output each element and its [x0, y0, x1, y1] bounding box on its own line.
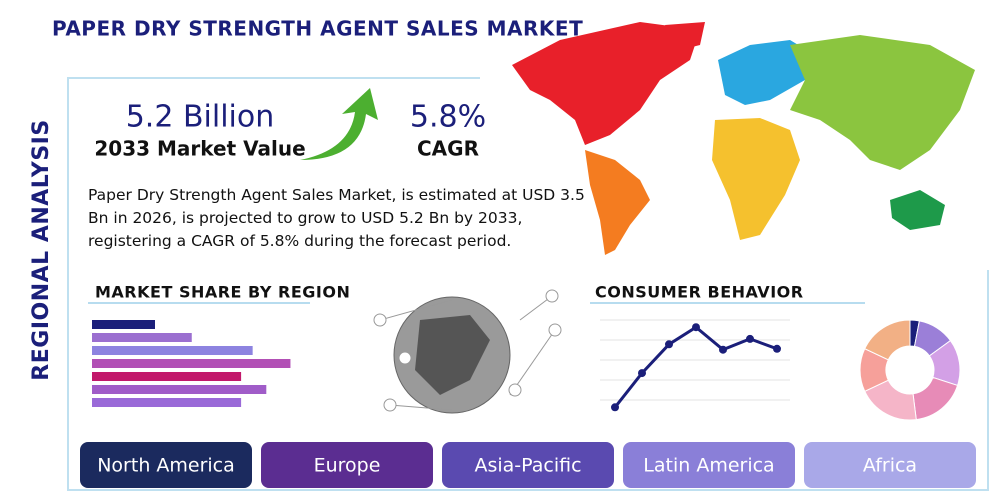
- share-title: MARKET SHARE BY REGION: [95, 283, 350, 302]
- region-button[interactable]: Asia-Pacific: [442, 442, 614, 488]
- behavior-title: CONSUMER BEHAVIOR: [595, 283, 804, 302]
- line-grid: [600, 319, 790, 401]
- globe: [373, 289, 562, 414]
- title: PAPER DRY STRENGTH AGENT SALES MARKET: [52, 17, 583, 41]
- region-button-bg: [442, 442, 614, 488]
- cagr: 5.8%: [410, 100, 486, 135]
- donut-slice: [864, 319, 911, 361]
- behavior-point: [746, 334, 754, 343]
- share-bar: [92, 320, 155, 329]
- share-bar: [92, 333, 192, 342]
- growth-arrow: [300, 88, 378, 160]
- region-label: Africa: [863, 455, 917, 477]
- world-map: [512, 22, 975, 255]
- share-bar: [92, 346, 253, 355]
- behavior-point: [665, 340, 673, 349]
- behavior-point: [638, 369, 646, 378]
- cagr-label: CAGR: [417, 137, 479, 161]
- region-label: North America: [97, 455, 235, 477]
- behavior-point: [692, 323, 700, 332]
- region-button[interactable]: Latin America: [623, 442, 795, 488]
- region-label: Latin America: [643, 455, 774, 477]
- share-bar: [92, 372, 242, 381]
- behavior-point: [611, 403, 619, 412]
- share-bar: [92, 385, 267, 394]
- region-button-bg: [804, 442, 976, 488]
- share-bar: [92, 359, 291, 368]
- region-button-bg: [623, 442, 795, 488]
- side-label: REGIONAL ANALYSIS: [29, 119, 54, 380]
- region-button-bg: [80, 442, 252, 488]
- description-box: Paper Dry Strength Agent Sales Market, i…: [88, 186, 585, 250]
- behavior-point: [719, 345, 727, 354]
- region-button[interactable]: North America: [80, 442, 252, 488]
- market-value-label: 2033 Market Value: [94, 137, 305, 161]
- region-button-bg: [261, 442, 433, 488]
- share-bar: [92, 398, 242, 407]
- region-button[interactable]: Europe: [261, 442, 433, 488]
- region-label: Asia-Pacific: [474, 455, 581, 477]
- donut-slice: [912, 376, 959, 421]
- market-value: 5.2 Billion: [126, 100, 275, 135]
- behavior-point: [773, 344, 781, 353]
- description: Paper Dry Strength Agent Sales Market, i…: [88, 186, 585, 250]
- region-button[interactable]: Africa: [804, 442, 976, 488]
- region-label: Europe: [314, 455, 381, 477]
